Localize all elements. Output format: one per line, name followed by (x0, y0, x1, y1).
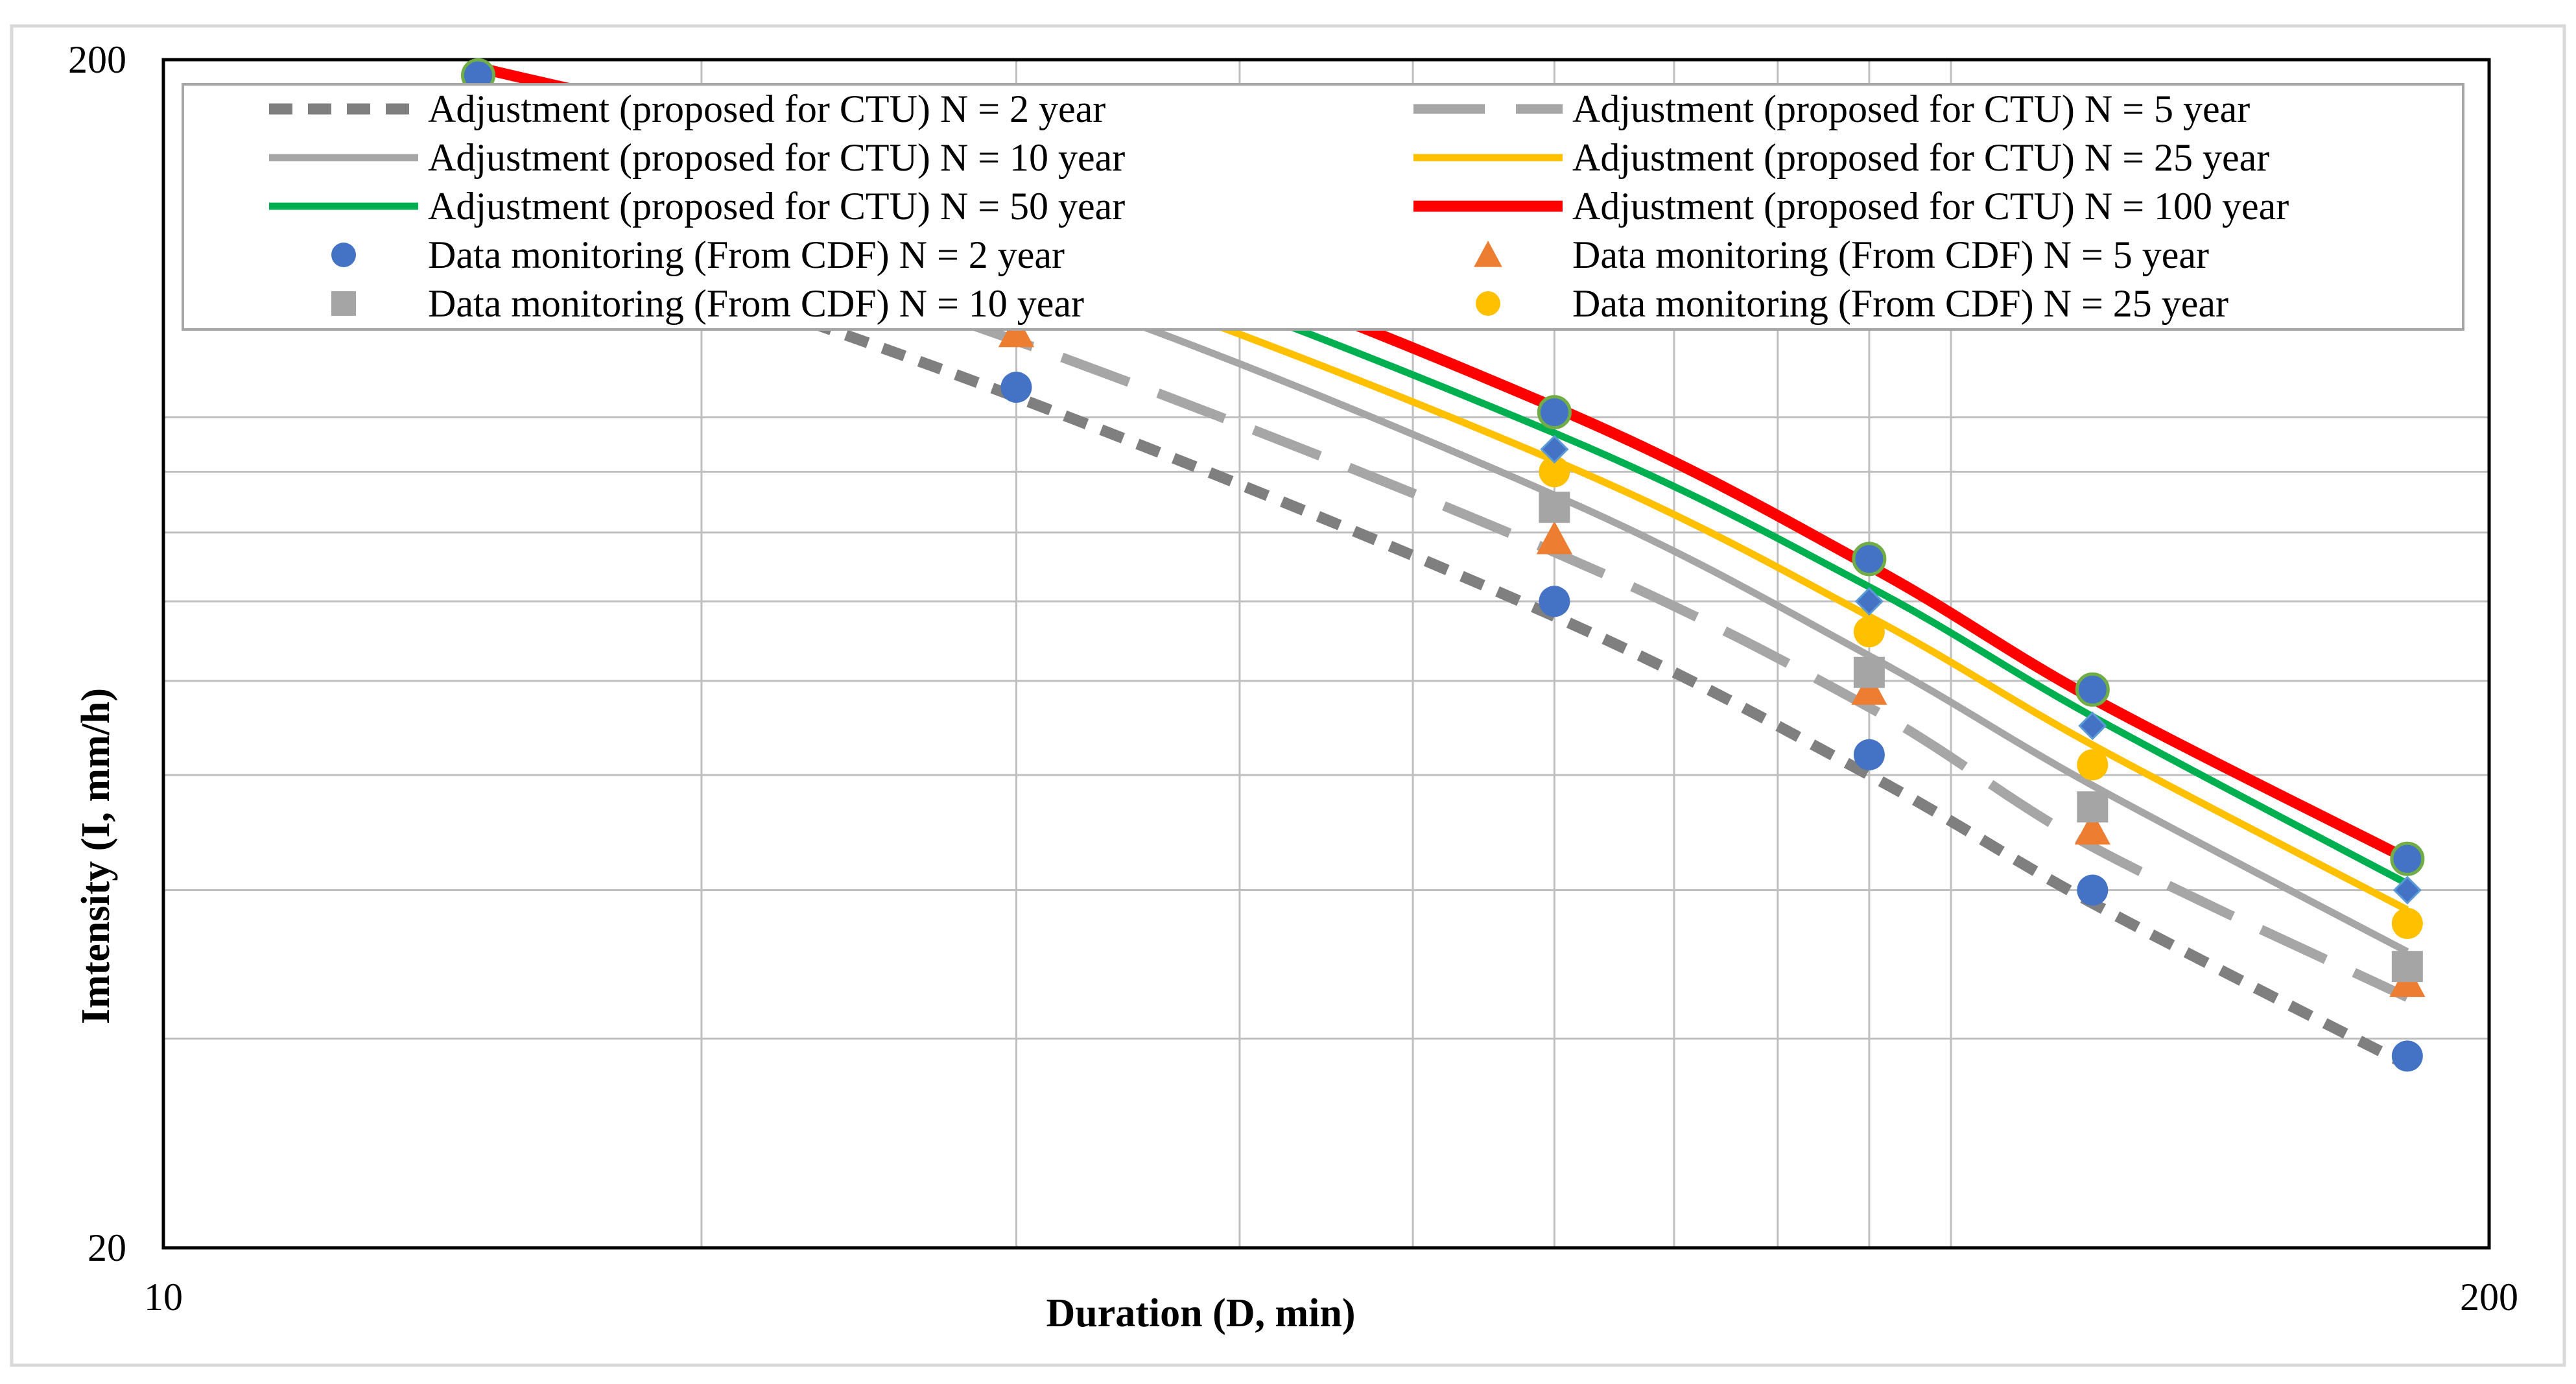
legend-label-1: Adjustment (proposed for CTU) N = 2 year (428, 88, 1105, 130)
marker-series-3-point-5 (2077, 791, 2109, 823)
marker-series-1-point-6 (2391, 1040, 2423, 1072)
marker-series-1-point-4 (1853, 739, 1885, 770)
legend-swatch-9 (331, 291, 356, 316)
legend-label-4: Adjustment (proposed for CTU) N = 25 yea… (1572, 136, 2269, 179)
legend-box (182, 83, 2464, 331)
marker-series-5-point-6 (2393, 876, 2422, 905)
marker-series-4-point-4 (1853, 616, 1885, 648)
marker-series-6-point-3 (1537, 395, 1572, 430)
marker-series-5-point-5 (2078, 711, 2107, 741)
marker-series-2-point-4 (1851, 671, 1887, 705)
x-tick-label-10: 10 (144, 1276, 183, 1318)
marker-series-4-point-6 (2391, 907, 2423, 939)
legend-label-5: Adjustment (proposed for CTU) N = 50 yea… (428, 185, 1125, 228)
y-tick-label-20: 20 (88, 1226, 126, 1269)
plot-area-border (161, 58, 2491, 1250)
legend-label-9: Data monitoring (From CDF) N = 10 year (428, 282, 1084, 325)
series-line-1 (476, 202, 2410, 1070)
y-axis-title: Imtensity (I, mm/h) (74, 688, 118, 1024)
marker-series-2-point-5 (2074, 811, 2110, 845)
marker-series-4-point-3 (1539, 456, 1570, 488)
marker-series-3-point-6 (2391, 951, 2423, 983)
marker-series-3-point-3 (1539, 492, 1570, 523)
marker-series-2-point-3 (1536, 521, 1572, 555)
legend-label-3: Adjustment (proposed for CTU) N = 10 yea… (428, 136, 1125, 179)
marker-series-3-point-4 (1853, 656, 1885, 688)
marker-series-5-point-3 (1540, 435, 1569, 464)
y-tick-label-200: 200 (68, 38, 126, 81)
legend-label-2: Adjustment (proposed for CTU) N = 5 year (1572, 88, 2250, 130)
series-line-2 (477, 160, 2410, 1002)
legend-label-6: Adjustment (proposed for CTU) N = 100 ye… (1572, 185, 2289, 228)
x-axis-title: Duration (D, min) (1046, 1291, 1355, 1335)
marker-series-6-point-6 (2390, 841, 2425, 876)
legend-label-7: Data monitoring (From CDF) N = 2 year (428, 233, 1065, 276)
legend-swatch-7 (331, 243, 356, 267)
legend: Adjustment (proposed for CTU) N = 2 year… (182, 83, 2464, 331)
legend-swatch-8 (1474, 241, 1502, 267)
marker-series-1-point-5 (2077, 874, 2109, 906)
x-tick-label-200: 200 (2460, 1276, 2518, 1318)
marker-series-6-point-4 (1852, 542, 1887, 577)
legend-label-10: Data monitoring (From CDF) N = 25 year (1572, 282, 2228, 325)
marker-series-5-point-4 (1854, 587, 1884, 616)
marker-series-6-point-5 (2075, 672, 2110, 707)
marker-series-4-point-5 (2077, 749, 2109, 781)
legend-swatch-10 (1476, 291, 1500, 316)
tick-labels: 10 200 20 200 (68, 38, 2518, 1318)
marker-series-1-point-2 (1000, 372, 1032, 403)
marker-series-1-point-3 (1539, 586, 1570, 617)
legend-label-8: Data monitoring (From CDF) N = 5 year (1572, 233, 2209, 276)
